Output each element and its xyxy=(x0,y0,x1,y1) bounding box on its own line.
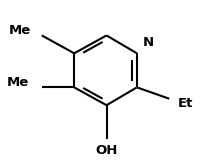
Text: OH: OH xyxy=(95,144,117,157)
Text: Me: Me xyxy=(8,24,31,37)
Text: N: N xyxy=(142,36,153,49)
Text: Me: Me xyxy=(6,76,29,89)
Text: Et: Et xyxy=(177,97,192,110)
